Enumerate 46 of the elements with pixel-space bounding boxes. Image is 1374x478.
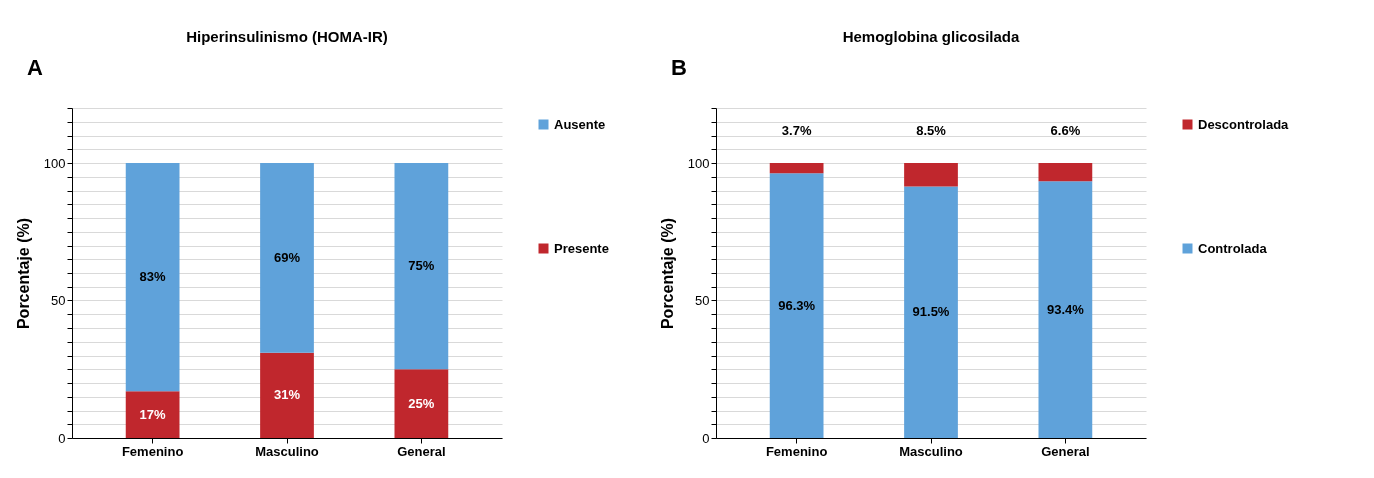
y-tick-label: 100 <box>43 155 66 171</box>
bar <box>394 163 449 370</box>
data-label: 6.6% <box>1050 123 1081 138</box>
data-label: 91.5% <box>912 304 950 320</box>
data-label: 8.5% <box>916 123 947 138</box>
y-tick-label: 50 <box>695 293 710 308</box>
bar <box>769 173 824 438</box>
data-label: 25% <box>408 395 435 411</box>
chart-title: Hiperinsulinismo (HOMA-IR) <box>186 28 388 45</box>
data-label: 75% <box>408 258 435 274</box>
data-label: 3.7% <box>781 123 812 138</box>
data-label: 83% <box>139 269 167 285</box>
y-tick-label: 100 <box>687 155 710 171</box>
y-axis-title: Porcentaje (%) <box>14 217 32 330</box>
bar <box>769 163 824 174</box>
x-tick-label: Femenino <box>121 443 184 459</box>
legend-label: Ausente <box>554 116 606 132</box>
text: B <box>671 55 687 80</box>
chart-title: Hemoglobina glicosilada <box>842 28 1020 45</box>
text: A <box>27 55 43 80</box>
bar <box>1038 163 1093 182</box>
bar <box>260 352 314 438</box>
x-tick-label: General <box>397 443 446 459</box>
bar <box>125 163 180 392</box>
bar <box>394 369 449 438</box>
x-tick-label: General <box>1041 443 1090 459</box>
bar <box>260 163 314 353</box>
y-tick-label: 50 <box>51 293 66 308</box>
legend-label: Descontrolada <box>1198 116 1290 132</box>
data-label: 31% <box>273 387 301 403</box>
y-axis-title: Porcentaje (%) <box>658 217 676 330</box>
x-tick-label: Femenino <box>765 443 828 459</box>
x-tick-label: Masculino <box>255 443 319 459</box>
y-tick-label: 0 <box>58 430 66 446</box>
data-label: 69% <box>273 249 301 265</box>
bar <box>904 163 958 187</box>
y-tick-label: 0 <box>702 430 710 446</box>
data-label: 96.3% <box>778 297 816 313</box>
data-label: 17% <box>139 406 167 422</box>
legend-label: Controlada <box>1198 240 1268 256</box>
x-tick-label: Masculino <box>899 443 963 459</box>
bar <box>1038 181 1093 438</box>
legend-label: Presente <box>554 240 609 256</box>
bar <box>125 391 180 438</box>
data-label: 93.4% <box>1046 301 1085 317</box>
bar <box>904 186 958 438</box>
